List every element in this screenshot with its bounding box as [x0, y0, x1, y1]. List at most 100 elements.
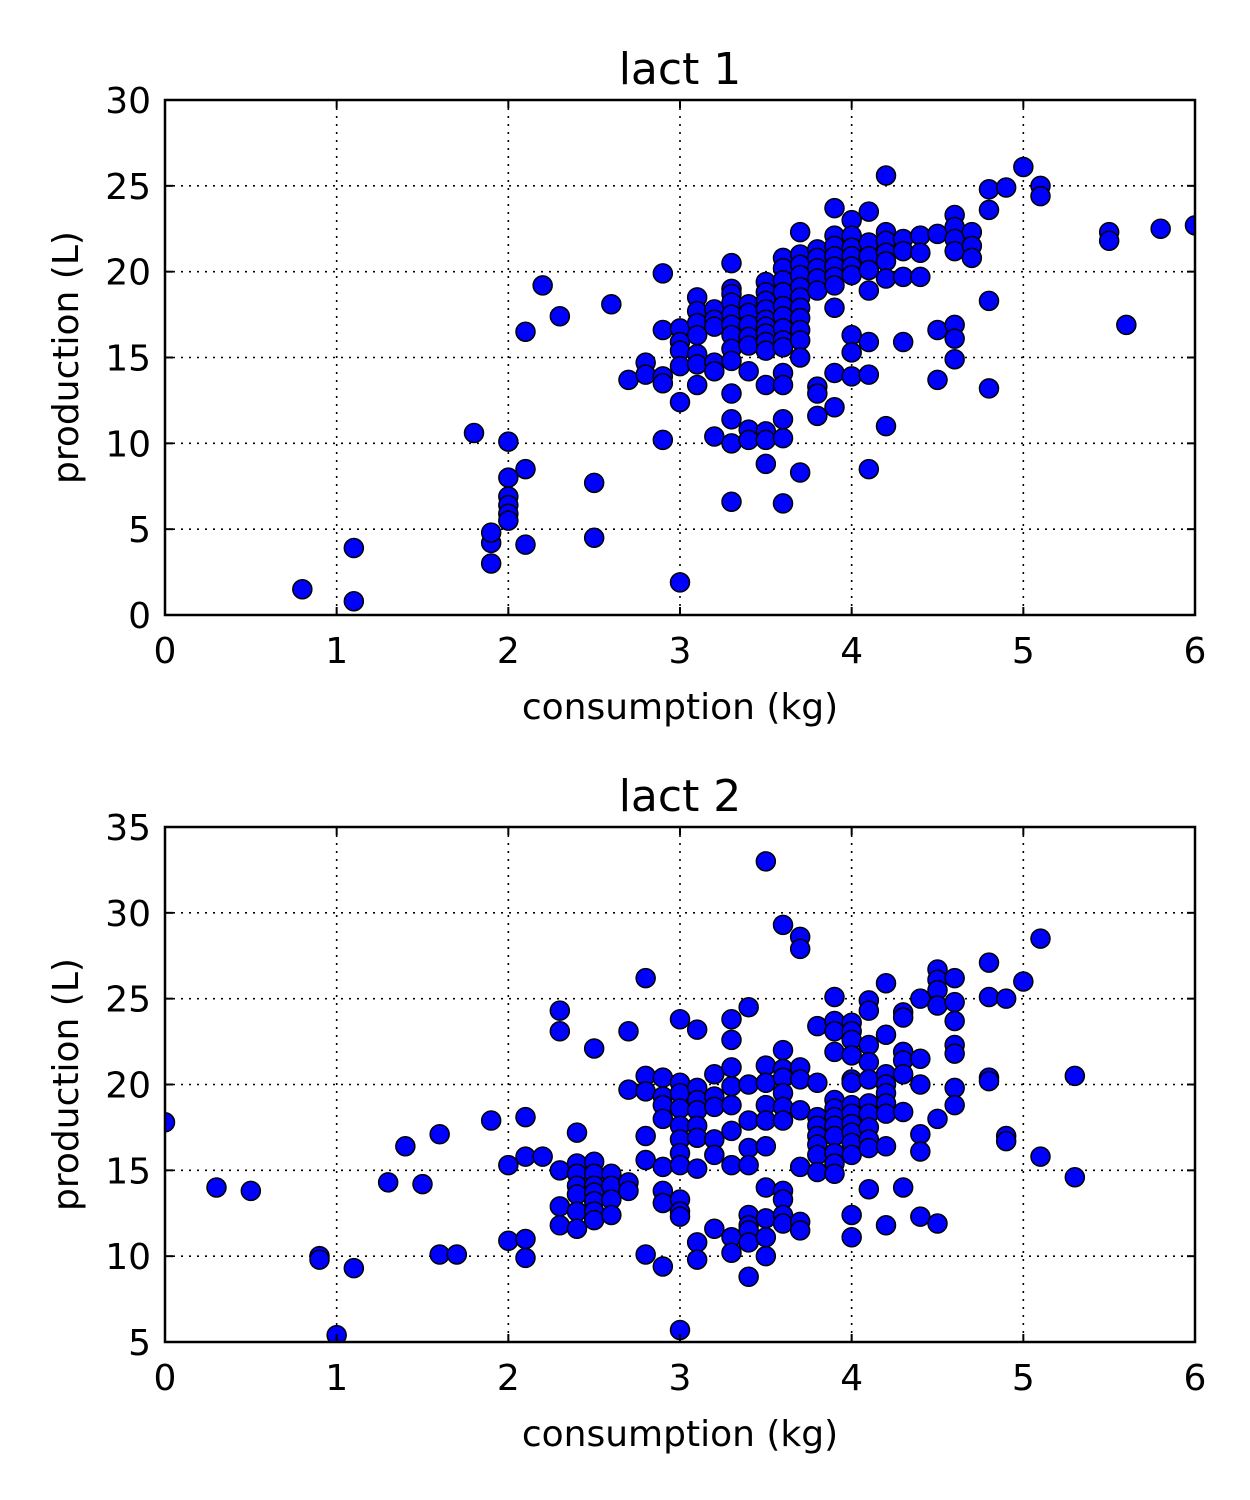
data-point [1030, 185, 1051, 207]
data-point [927, 223, 948, 245]
data-point [515, 1146, 536, 1167]
data-point [875, 1215, 897, 1236]
data-points [292, 156, 1195, 612]
data-point [515, 1106, 536, 1128]
data-point [738, 1110, 759, 1131]
data-point [789, 347, 811, 368]
data-point [292, 579, 313, 600]
data-point [1150, 218, 1171, 239]
data-point [910, 988, 931, 1009]
data-point [704, 1096, 725, 1118]
data-point [583, 1038, 605, 1059]
data-point [686, 1158, 708, 1179]
data-point [738, 360, 759, 382]
data-point [978, 179, 1000, 200]
data-point [875, 165, 897, 186]
data-point [498, 1154, 519, 1176]
data-point [1098, 230, 1120, 252]
data-point [686, 1232, 708, 1253]
data-point [343, 1257, 365, 1279]
data-point [1184, 215, 1195, 236]
data-point [755, 1055, 777, 1076]
data-point [978, 952, 1000, 973]
data-point [944, 1043, 965, 1064]
x-tick-label: 3 [669, 631, 692, 672]
data-point [841, 1204, 862, 1226]
data-point [395, 1136, 416, 1157]
data-point [875, 972, 897, 994]
x-tick-label: 3 [669, 1358, 692, 1399]
data-point [549, 1215, 571, 1236]
data-point [824, 297, 845, 318]
data-point [944, 1094, 965, 1116]
y-tick-label: 30 [105, 894, 151, 935]
data-point [875, 268, 897, 289]
data-point [738, 1074, 759, 1095]
data-point [515, 321, 536, 342]
data-point [704, 360, 725, 382]
data-point [686, 374, 708, 396]
data-point [858, 331, 880, 353]
data-point [669, 355, 691, 377]
data-point [858, 1034, 880, 1056]
data-point [669, 391, 691, 413]
data-point [498, 431, 519, 452]
data-point [892, 266, 914, 288]
data-point [652, 263, 674, 284]
data-point [824, 1163, 845, 1185]
data-point [635, 1149, 656, 1171]
data-point [978, 986, 1000, 1008]
y-tick-label: 35 [105, 808, 151, 849]
data-point [841, 366, 862, 387]
data-point [789, 1156, 811, 1178]
data-point [841, 1045, 862, 1066]
data-point [755, 1177, 777, 1198]
data-point [652, 373, 674, 394]
data-point [343, 591, 365, 612]
data-point [721, 1242, 742, 1263]
data-point [669, 572, 691, 593]
data-point [515, 458, 536, 480]
data-point [704, 1063, 725, 1085]
data-point [721, 1154, 742, 1176]
data-point [635, 1244, 656, 1265]
data-point [480, 553, 502, 574]
data-point [755, 453, 777, 475]
x-tick-label: 2 [497, 1358, 520, 1399]
data-point [927, 319, 948, 341]
data-point [686, 354, 708, 375]
data-point [618, 369, 639, 391]
chart-lact-1: 0 1 2 3 4 5 6 0 5 10 15 20 25 30 lact 1 consumption (… [46, 44, 1206, 728]
data-point [824, 1021, 845, 1042]
data-point [583, 527, 605, 548]
data-point [566, 1122, 588, 1143]
data-point [738, 1266, 759, 1288]
data-point [721, 252, 742, 274]
data-point [875, 1024, 897, 1045]
data-point [1030, 1146, 1051, 1167]
data-point [944, 1010, 965, 1032]
data-point [686, 1249, 708, 1270]
data-point [789, 938, 811, 960]
data-point [549, 1196, 571, 1217]
data-point [875, 251, 897, 272]
data-point [652, 319, 674, 341]
data-point [875, 1103, 897, 1124]
x-axis-label: consumption (kg) [522, 687, 838, 728]
data-point [326, 1324, 347, 1342]
data-point [755, 851, 777, 872]
axis-ticks: 0 1 2 3 4 5 6 0 5 10 15 20 25 30 [105, 81, 1206, 672]
data-point [1064, 1065, 1086, 1087]
data-point [892, 1007, 914, 1028]
data-point [532, 275, 553, 296]
data-point [807, 383, 828, 404]
data-point [532, 1146, 553, 1167]
y-tick-label: 10 [105, 1237, 151, 1278]
data-point [910, 1074, 931, 1095]
data-point [206, 1177, 227, 1198]
y-tick-label: 15 [105, 1151, 151, 1192]
data-point [755, 340, 777, 361]
data-point [309, 1249, 330, 1270]
data-point [824, 275, 845, 296]
